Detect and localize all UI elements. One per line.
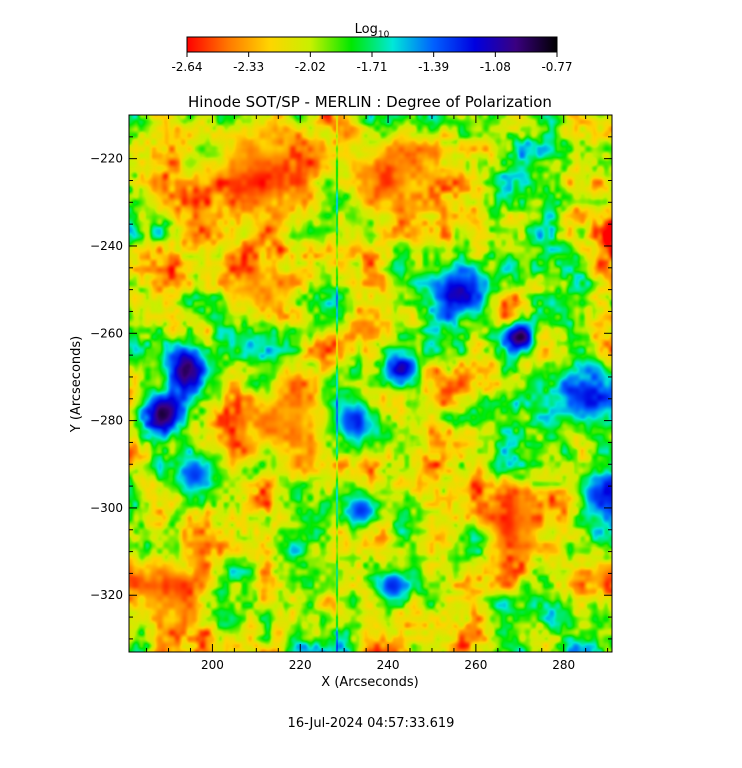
colorbar-tick-label: -1.08 — [480, 60, 511, 74]
x-tick-label: 260 — [464, 658, 487, 672]
colorbar — [186, 36, 558, 53]
colorbar-tick-label: -1.71 — [356, 60, 387, 74]
x-axis-label: X (Arcseconds) — [321, 675, 418, 690]
y-tick-label: −320 — [90, 588, 123, 602]
y-tick-label: −300 — [90, 501, 123, 515]
y-tick-label: −240 — [90, 239, 123, 253]
timestamp: 16-Jul-2024 04:57:33.619 — [287, 716, 455, 731]
colorbar-ticks: -2.64 -2.33 -2.02 -1.71 -1.39 -1.08 -0.77 — [171, 52, 573, 74]
y-tick-label: −220 — [90, 152, 123, 166]
colorbar-tick-label: -2.33 — [233, 60, 264, 74]
plot-area — [129, 115, 612, 652]
y-tick-label: −280 — [90, 414, 123, 428]
colorbar-label: Log10 — [355, 22, 390, 40]
x-tick-label: 240 — [377, 658, 400, 672]
y-tick-label: −260 — [90, 326, 123, 340]
colorbar-tick-label: -2.02 — [295, 60, 326, 74]
y-axis-label: Y (Arcseconds) — [69, 336, 84, 433]
x-tick-label: 280 — [552, 658, 575, 672]
axes: 200 220 240 260 280 −220 −240 −260 −280 −300 −320 — [90, 114, 613, 672]
heatmap-raster — [129, 115, 612, 652]
plot-frame — [128, 114, 613, 653]
colorbar-tick-label: -0.77 — [541, 60, 572, 74]
colorbar-tick-label: -2.64 — [171, 60, 202, 74]
chart-title: Hinode SOT/SP - MERLIN : Degree of Polar… — [188, 93, 552, 111]
x-tick-label: 220 — [289, 658, 312, 672]
x-tick-label: 200 — [201, 658, 224, 672]
colorbar-tick-label: -1.39 — [418, 60, 449, 74]
